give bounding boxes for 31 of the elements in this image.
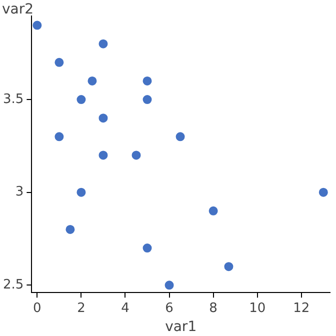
- point: [132, 150, 141, 160]
- y-tick-label: 3.5: [2, 92, 24, 107]
- point: [142, 95, 152, 104]
- point: [76, 188, 86, 197]
- y-tick-label: 2.5: [2, 278, 24, 293]
- point: [88, 76, 97, 86]
- point: [54, 58, 64, 67]
- x-tick-label: 8: [209, 300, 218, 316]
- x-tick-label: 6: [165, 300, 174, 316]
- point: [318, 188, 328, 197]
- point: [66, 224, 75, 234]
- x-tick-label: 10: [249, 300, 266, 316]
- x-tick-label: 4: [121, 300, 130, 316]
- point: [142, 244, 152, 253]
- point: [176, 132, 185, 142]
- point: [98, 150, 108, 160]
- point: [32, 20, 42, 30]
- point: [224, 262, 234, 272]
- x-tick-label: 0: [33, 300, 42, 316]
- y-axis-title: var2: [2, 2, 34, 18]
- point: [54, 132, 64, 142]
- x-tick-label: 12: [293, 300, 310, 316]
- point: [164, 280, 174, 290]
- point: [142, 76, 152, 86]
- x-tick-label: 2: [77, 300, 86, 316]
- y-tick-label: 3: [15, 184, 24, 200]
- point: [76, 95, 86, 104]
- point: [98, 39, 108, 48]
- point: [208, 206, 218, 216]
- x-axis-title: var1: [165, 319, 197, 336]
- point: [98, 114, 108, 123]
